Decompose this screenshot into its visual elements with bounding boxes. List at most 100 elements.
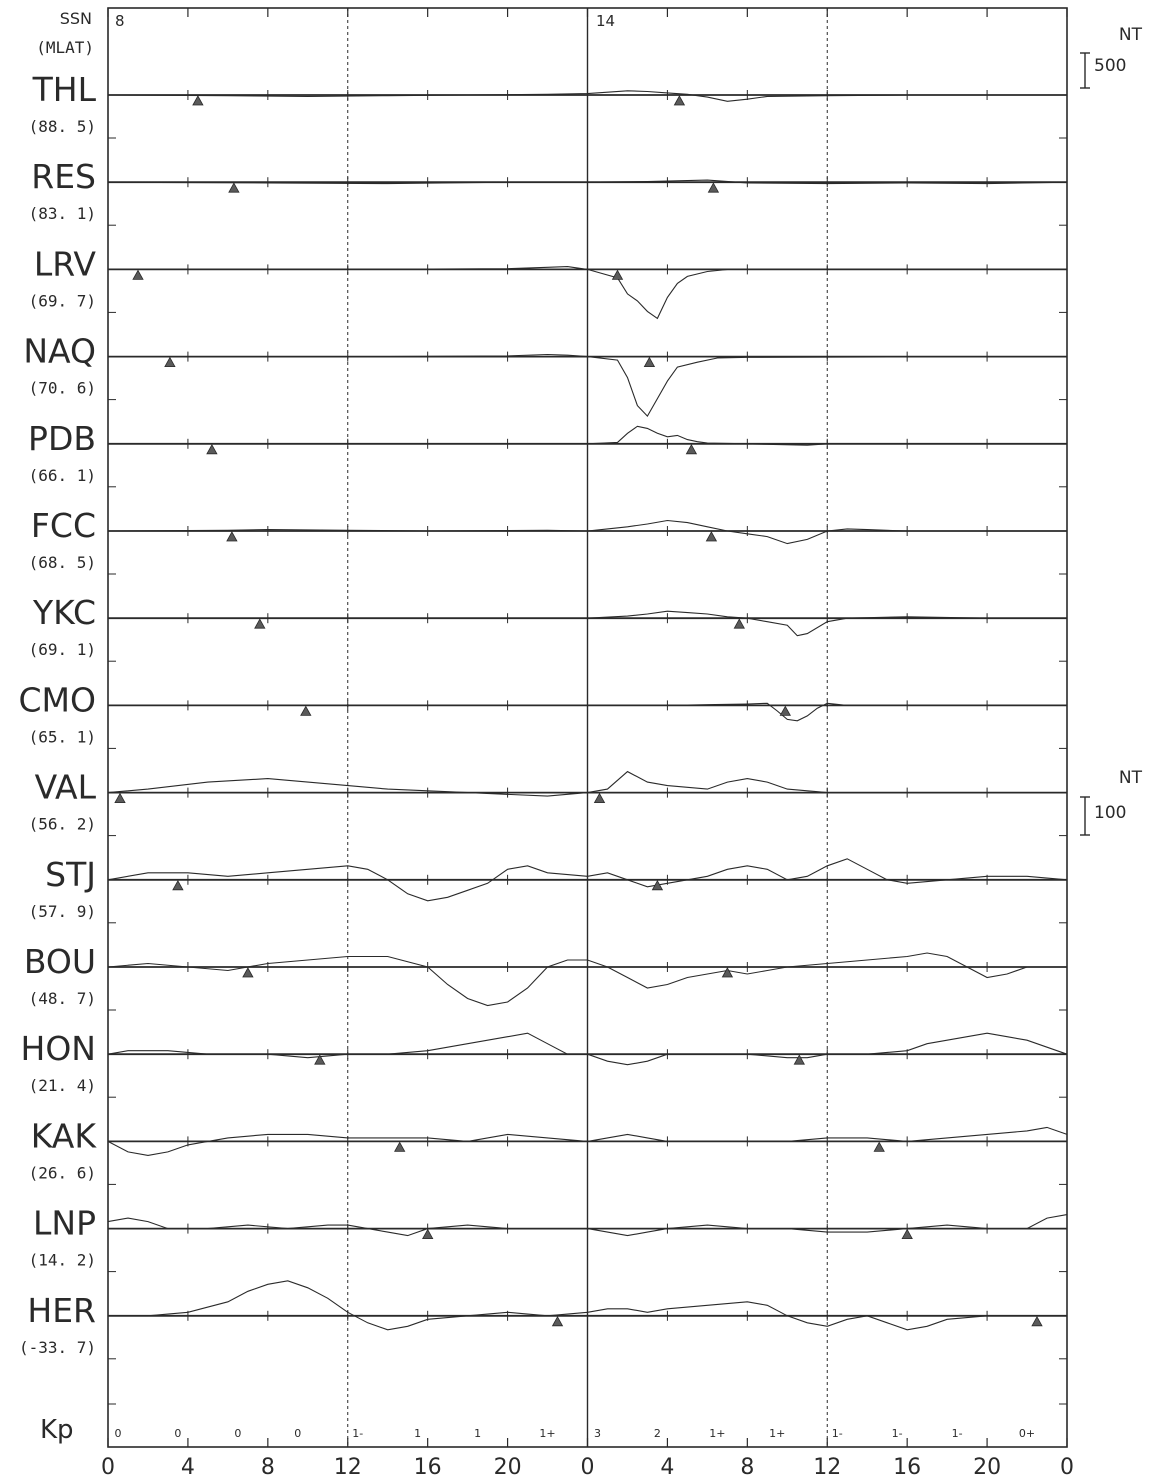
station-mlat-res: (83. 1) [29, 204, 96, 223]
station-code-pdb: PDB [28, 419, 96, 458]
kp-value: 1- [832, 1427, 843, 1440]
trace-hon [107, 1032, 1068, 1066]
x-tick-label: 0 [101, 1455, 115, 1478]
scale-value-1: 500 [1094, 56, 1126, 76]
kp-value: 1+ [539, 1427, 555, 1440]
station-mlat-her: (-33. 7) [19, 1338, 96, 1357]
trace-lnp [107, 1214, 1068, 1237]
station-mlat-hon: (21. 4) [29, 1076, 96, 1095]
station-code-ykc: YKC [32, 593, 96, 632]
kp-value: 1+ [769, 1427, 785, 1440]
midnight-marker [685, 443, 698, 455]
grid-lines [347, 8, 828, 1447]
station-code-cmo: CMO [19, 680, 97, 719]
trace-res [107, 179, 1068, 185]
trace-fcc [107, 519, 1067, 545]
station-mlat-val: (56. 2) [29, 815, 96, 834]
station-code-lnp: LNP [33, 1204, 96, 1243]
x-tick-label: 12 [813, 1455, 841, 1478]
station-traces [107, 90, 1068, 1331]
midnight-marker [242, 967, 254, 978]
midnight-marker [707, 182, 720, 193]
x-tick-label: 20 [494, 1455, 522, 1478]
station-mlat-stj: (57. 9) [29, 902, 96, 921]
x-tick-label: 4 [660, 1455, 674, 1478]
station-mlat-fcc: (68. 5) [29, 553, 96, 572]
trace-pdb [108, 425, 1067, 446]
midnight-marker [1031, 1315, 1043, 1327]
midnight-marker [643, 356, 656, 367]
midnight-marker [132, 269, 144, 280]
x-tick-label: 16 [893, 1455, 921, 1478]
ssn-label: SSN [60, 9, 92, 28]
kp-value: 0 [114, 1427, 121, 1440]
station-code-hon: HON [21, 1029, 96, 1068]
midnight-marker [873, 1141, 885, 1152]
kp-value: 1- [352, 1427, 363, 1440]
station-mlat-kak: (26. 6) [29, 1163, 96, 1182]
station-mlat-thl: (88. 5) [29, 117, 96, 136]
station-mlat-naq: (70. 6) [29, 379, 96, 398]
kp-value: 1- [892, 1427, 903, 1440]
kp-value: 0+ [1019, 1427, 1035, 1440]
station-code-kak: KAK [31, 1116, 98, 1155]
trace-naq [108, 353, 1068, 418]
kp-value: 2 [654, 1427, 661, 1440]
midnight-marker [164, 356, 176, 367]
station-code-res: RES [31, 157, 96, 196]
station-code-bou: BOU [24, 942, 96, 981]
station-mlat-cmo: (65. 1) [29, 727, 96, 746]
day-label-2: 14 [596, 12, 615, 30]
midnight-marker [226, 531, 238, 542]
midnight-marker [611, 269, 624, 280]
midnight-marker [733, 618, 745, 629]
midnight-marker [422, 1228, 434, 1239]
station-code-thl: THL [32, 70, 97, 109]
midnight-markers [114, 95, 1043, 1327]
midnight-marker [314, 1054, 326, 1065]
midnight-marker [206, 443, 218, 455]
midnight-marker [172, 879, 184, 891]
kp-value: 0 [294, 1427, 301, 1440]
midnight-marker [114, 792, 126, 803]
station-mlat-bou: (48. 7) [29, 989, 96, 1008]
midnight-marker [705, 531, 718, 542]
midnight-marker [779, 705, 791, 716]
midnight-marker [901, 1228, 913, 1239]
midnight-marker [551, 1315, 564, 1327]
trace-thl [107, 90, 1067, 102]
midnight-marker [192, 95, 204, 106]
x-tick-labels: 0 4 8 12 16 20 0 4 8 12 16 20 0 [101, 1455, 1074, 1478]
x-tick-label: 8 [261, 1455, 275, 1478]
x-tick-label: 8 [740, 1455, 754, 1478]
x-tick-label: 4 [181, 1455, 195, 1478]
x-tick-label: 0 [581, 1455, 595, 1478]
scale-value-2: 100 [1094, 803, 1126, 823]
header-labels: SSN (MLAT) 8 14 [36, 9, 615, 57]
kp-value: 1 [414, 1427, 421, 1440]
station-mlat-lrv: (69. 7) [29, 291, 96, 310]
kp-value: 1 [474, 1427, 481, 1440]
midnight-marker [721, 967, 734, 978]
midnight-marker [593, 792, 606, 803]
midnight-marker [394, 1141, 406, 1152]
station-labels: THL (88. 5) RES (83. 1) LRV (69. 7) NAQ (70. 6)… [19, 70, 98, 1357]
station-mlat-pdb: (66. 1) [29, 466, 96, 485]
station-mlat-ykc: (69. 1) [29, 640, 96, 659]
tick-marks [107, 8, 1068, 1447]
midnight-marker [673, 95, 686, 106]
trace-ykc [108, 610, 1067, 637]
trace-kak [107, 1126, 1068, 1156]
midnight-marker [651, 879, 664, 891]
midnight-marker [254, 618, 266, 629]
station-code-val: VAL [35, 768, 97, 807]
mlat-label: (MLAT) [36, 38, 94, 57]
station-code-fcc: FCC [31, 506, 96, 545]
trace-cmo [108, 702, 1067, 722]
day-label-1: 8 [115, 12, 125, 30]
midnight-marker [300, 705, 312, 716]
kp-row: Kp 0 0 0 0 1- 1 1 1+ 3 2 1+ 1+ 1- 1- 1- 0+ [40, 1403, 1067, 1445]
station-mlat-lnp: (14. 2) [29, 1251, 96, 1270]
station-code-naq: NAQ [23, 332, 96, 371]
